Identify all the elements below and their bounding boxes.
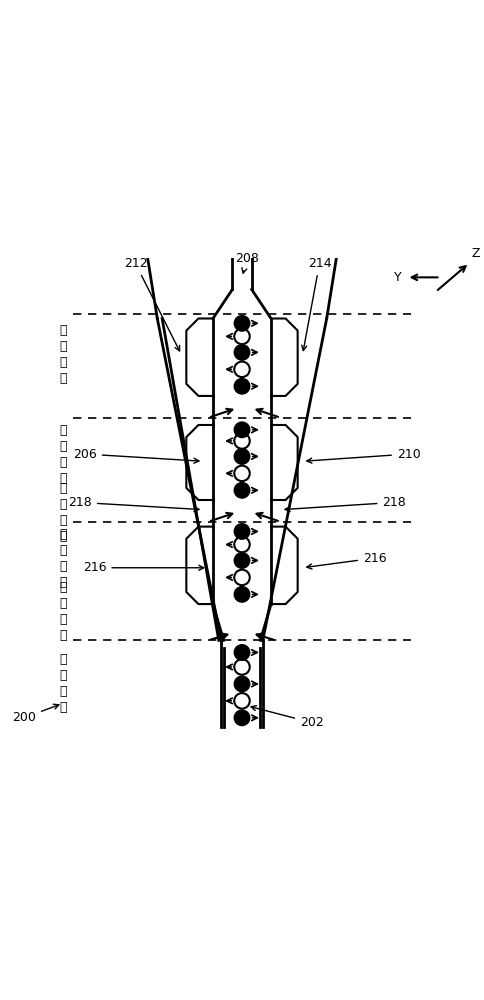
Text: 206: 206 (73, 448, 199, 463)
Text: 流
体
移
动: 流 体 移 动 (59, 581, 67, 642)
Text: 颗
粒
移
动: 颗 粒 移 动 (59, 424, 67, 485)
Circle shape (234, 553, 250, 568)
Text: 212: 212 (124, 257, 180, 351)
Circle shape (234, 524, 250, 539)
Text: Z: Z (472, 247, 481, 260)
Circle shape (234, 449, 250, 464)
Text: 210: 210 (307, 448, 421, 463)
Text: 216: 216 (307, 552, 387, 569)
Text: 颗
粒
移
动: 颗 粒 移 动 (59, 324, 67, 385)
Text: 200: 200 (12, 704, 59, 724)
Circle shape (234, 587, 250, 602)
Text: Y: Y (394, 271, 402, 284)
Text: 208: 208 (235, 252, 259, 273)
Circle shape (234, 316, 250, 331)
Text: 202: 202 (251, 706, 324, 729)
Circle shape (234, 345, 250, 360)
Text: 颗
粒
移
动: 颗 粒 移 动 (59, 528, 67, 589)
Text: 流
体
移
动: 流 体 移 动 (59, 482, 67, 543)
Circle shape (234, 645, 250, 660)
Text: 颗
粒
移
动: 颗 粒 移 动 (59, 653, 67, 714)
Text: 216: 216 (83, 561, 204, 574)
Text: 218: 218 (285, 496, 406, 512)
Circle shape (234, 379, 250, 394)
Text: 214: 214 (302, 257, 331, 351)
Text: 218: 218 (68, 496, 199, 512)
Circle shape (234, 422, 250, 438)
Circle shape (234, 483, 250, 498)
Circle shape (234, 676, 250, 692)
Circle shape (234, 710, 250, 726)
